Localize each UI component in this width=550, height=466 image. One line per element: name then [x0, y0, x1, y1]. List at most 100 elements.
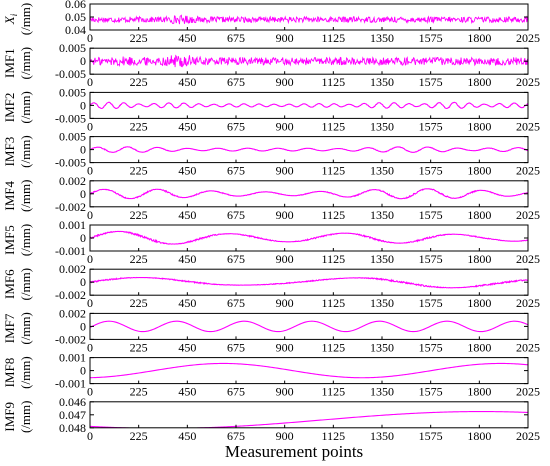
y-axis-label-imf2: IMF2 — [2, 93, 17, 123]
y-axis-label-imf7: IMF7 — [2, 313, 17, 343]
x-tick-label-imf5: 0 — [87, 252, 93, 266]
x-tick-label-imf3: 900 — [276, 164, 294, 178]
x-tick-label-imf8: 900 — [276, 385, 294, 399]
y-tick-label-imf4: 0 — [80, 187, 86, 201]
x-tick-label-imf4: 1350 — [370, 208, 394, 222]
axes-frame-imf5 — [89, 224, 529, 252]
x-tick-label-imf3: 1125 — [322, 164, 346, 178]
y-tick-label-imf3: 0.005 — [59, 130, 86, 144]
x-tick-label-imf7: 1350 — [370, 340, 394, 354]
y-axis-label-main: IMF2 — [2, 93, 17, 123]
y-axis-label-imf5: IMF5 — [2, 225, 17, 255]
series-line-imf9 — [90, 411, 528, 428]
x-tick-label-imf5: 1800 — [467, 252, 491, 266]
x-tick-label-imf8: 2025 — [516, 385, 540, 399]
y-tick-label-imf7: 0.002 — [59, 306, 86, 320]
y-axis-unit-imf9: (/mm) — [18, 401, 33, 434]
x-tick-label-imf9: 450 — [178, 429, 196, 443]
panel-xi: 0.060.050.040 225 450 675 900 1125 1350 1575 180… — [2, 0, 540, 45]
y-axis-label-main: IMF1 — [2, 48, 17, 78]
y-tick-label-imf3: 0 — [80, 143, 86, 157]
x-tick-label-imf4: 0 — [87, 208, 93, 222]
x-tick-label-imf8: 1800 — [467, 385, 491, 399]
x-tick-label-imf1: 2025 — [516, 75, 540, 89]
x-tick-label-imf6: 1575 — [419, 296, 443, 310]
x-tick-label-xi: 900 — [276, 31, 294, 45]
x-tick-label-imf4: 1575 — [419, 208, 443, 222]
series-line-imf6 — [90, 276, 528, 289]
y-axis-label-main: X — [2, 15, 17, 25]
x-tick-label-imf4: 2025 — [516, 208, 540, 222]
series-line-imf1 — [90, 54, 528, 68]
x-tick-label-imf1: 225 — [130, 75, 148, 89]
series-line-imf2 — [90, 101, 528, 109]
y-tick-label-imf8: 0 — [80, 364, 86, 378]
x-tick-label-imf2: 675 — [227, 119, 245, 133]
x-tick-label-imf3: 2025 — [516, 164, 540, 178]
x-tick-label-xi: 1800 — [467, 31, 491, 45]
x-tick-label-imf1: 1350 — [370, 75, 394, 89]
x-tick-label-imf1: 450 — [178, 75, 196, 89]
x-tick-label-imf9: 1125 — [322, 429, 346, 443]
y-axis-label-imf6: IMF6 — [2, 269, 17, 299]
x-tick-label-imf5: 450 — [178, 252, 196, 266]
x-tick-label-imf4: 675 — [227, 208, 245, 222]
y-tick-label-imf2: 0 — [80, 98, 86, 112]
x-tick-label-imf6: 1800 — [467, 296, 491, 310]
x-tick-label-imf5: 1575 — [419, 252, 443, 266]
y-axis-label-main: IMF8 — [2, 358, 17, 388]
x-tick-label-imf2: 1575 — [419, 119, 443, 133]
y-axis-label-imf8: IMF8 — [2, 358, 17, 388]
y-tick-label-imf2: -0.005 — [55, 111, 86, 125]
x-tick-label-xi: 450 — [178, 31, 196, 45]
x-tick-label-xi: 225 — [130, 31, 148, 45]
y-axis-label-sub: i — [9, 13, 19, 16]
panels-group: 0.060.050.040 225 450 675 900 1125 1350 1575 180… — [2, 0, 540, 443]
y-tick-label-imf6: 0 — [80, 275, 86, 289]
x-tick-label-imf2: 225 — [130, 119, 148, 133]
x-tick-label-imf6: 225 — [130, 296, 148, 310]
y-tick-label-imf5: -0.001 — [55, 244, 86, 258]
x-tick-label-imf9: 225 — [130, 429, 148, 443]
x-tick-label-imf1: 1800 — [467, 75, 491, 89]
x-tick-label-xi: 675 — [227, 31, 245, 45]
x-tick-label-xi: 0 — [87, 31, 93, 45]
y-tick-label-imf5: 0 — [80, 231, 86, 245]
y-tick-label-imf2: 0.005 — [59, 85, 86, 99]
x-tick-label-imf3: 675 — [227, 164, 245, 178]
x-tick-label-imf8: 1575 — [419, 385, 443, 399]
x-tick-label-imf2: 900 — [276, 119, 294, 133]
y-axis-label-main: IMF9 — [2, 402, 17, 432]
y-tick-label-imf4: 0.002 — [59, 174, 86, 188]
y-axis-unit-imf4: (/mm) — [18, 180, 33, 213]
x-tick-label-imf3: 450 — [178, 164, 196, 178]
y-axis-unit-xi: (/mm) — [18, 3, 33, 36]
axes-frame-imf2 — [89, 91, 529, 119]
y-tick-label-imf6: 0.002 — [59, 262, 86, 276]
x-tick-label-imf8: 450 — [178, 385, 196, 399]
series-line-imf3 — [90, 146, 528, 153]
x-tick-label-imf7: 0 — [87, 340, 93, 354]
x-tick-label-imf5: 1350 — [370, 252, 394, 266]
y-tick-label-imf3: -0.005 — [55, 156, 86, 170]
y-axis-unit-imf6: (/mm) — [18, 268, 33, 301]
x-tick-label-xi: 1575 — [419, 31, 443, 45]
y-tick-label-imf8: 0.001 — [59, 351, 86, 365]
y-axis-unit-imf7: (/mm) — [18, 312, 33, 345]
x-tick-label-imf8: 1125 — [322, 385, 346, 399]
y-tick-label-imf7: 0 — [80, 319, 86, 333]
x-tick-label-imf7: 2025 — [516, 340, 540, 354]
x-tick-label-imf6: 1350 — [370, 296, 394, 310]
x-tick-label-imf2: 2025 — [516, 119, 540, 133]
axes-frame-xi — [89, 3, 529, 31]
x-tick-label-imf7: 450 — [178, 340, 196, 354]
x-tick-label-imf4: 225 — [130, 208, 148, 222]
x-tick-label-imf9: 2025 — [516, 429, 540, 443]
x-tick-label-imf6: 2025 — [516, 296, 540, 310]
y-axis-unit-imf8: (/mm) — [18, 356, 33, 389]
